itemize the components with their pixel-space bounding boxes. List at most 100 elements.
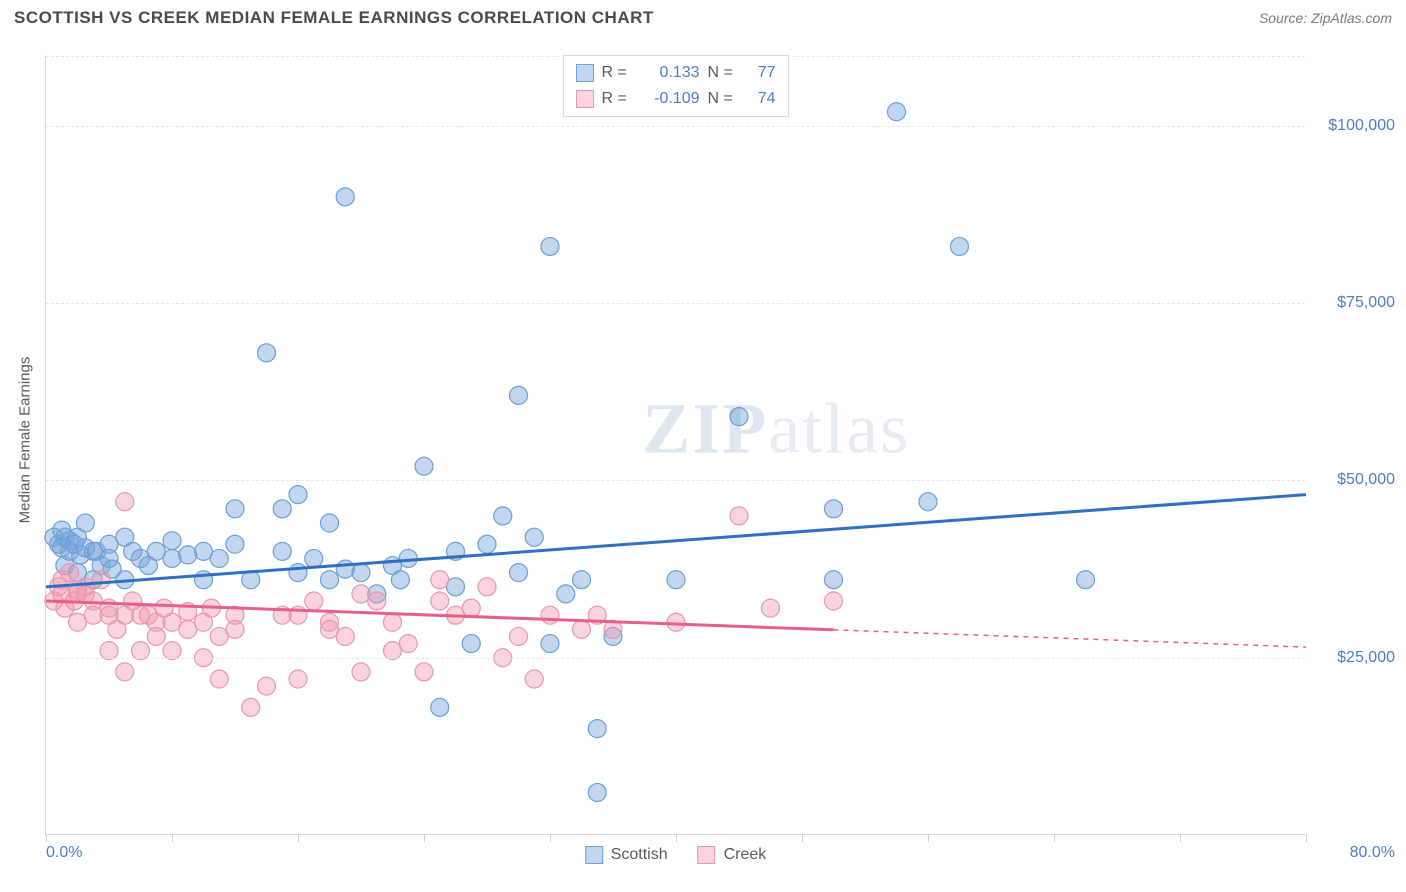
data-point <box>226 535 244 553</box>
source-label: Source: ZipAtlas.com <box>1259 10 1392 26</box>
data-point <box>667 613 685 631</box>
data-point <box>573 571 591 589</box>
data-point <box>226 500 244 518</box>
y-axis-title: Median Female Earnings <box>17 357 34 524</box>
data-point <box>289 486 307 504</box>
n-label-1: N = <box>708 86 738 112</box>
data-point <box>510 564 528 582</box>
data-point <box>273 542 291 560</box>
data-point <box>321 571 339 589</box>
data-point <box>888 103 906 121</box>
data-point <box>541 635 559 653</box>
data-point <box>510 386 528 404</box>
x-tick <box>298 834 299 842</box>
data-point <box>116 493 134 511</box>
x-axis-max-label: 80.0% <box>1350 844 1395 862</box>
x-tick <box>424 834 425 842</box>
data-point <box>431 698 449 716</box>
legend-stat-row-1: R = -0.109 N = 74 <box>576 86 776 112</box>
data-point <box>919 493 937 511</box>
data-point <box>92 571 110 589</box>
data-point <box>462 599 480 617</box>
data-point <box>384 613 402 631</box>
x-tick <box>172 834 173 842</box>
x-tick <box>46 834 47 842</box>
legend-bottom: Scottish Creek <box>585 846 767 864</box>
data-point <box>179 546 197 564</box>
data-point <box>258 344 276 362</box>
data-point <box>510 627 528 645</box>
legend-bottom-label-0: Scottish <box>611 846 668 864</box>
legend-bottom-swatch-1 <box>698 846 716 864</box>
data-point <box>730 408 748 426</box>
data-point <box>951 237 969 255</box>
data-point <box>762 599 780 617</box>
data-point <box>825 592 843 610</box>
gridline <box>46 303 1305 304</box>
n-value-1: 74 <box>746 86 776 112</box>
x-tick <box>550 834 551 842</box>
gridline <box>46 126 1305 127</box>
data-point <box>352 663 370 681</box>
data-point <box>147 627 165 645</box>
data-point <box>525 670 543 688</box>
data-point <box>273 500 291 518</box>
data-point <box>210 549 228 567</box>
data-point <box>336 560 354 578</box>
x-tick <box>1306 834 1307 842</box>
data-point <box>462 635 480 653</box>
data-point <box>525 528 543 546</box>
data-point <box>289 564 307 582</box>
data-point <box>1077 571 1095 589</box>
data-point <box>336 627 354 645</box>
data-point <box>573 620 591 638</box>
legend-item-1: Creek <box>698 846 767 864</box>
data-point <box>305 592 323 610</box>
data-point <box>61 564 79 582</box>
y-tick-label: $75,000 <box>1315 294 1395 312</box>
x-tick <box>1054 834 1055 842</box>
legend-bottom-swatch-0 <box>585 846 603 864</box>
data-point <box>588 720 606 738</box>
data-point <box>494 507 512 525</box>
data-point <box>352 564 370 582</box>
data-point <box>76 514 94 532</box>
data-point <box>541 606 559 624</box>
data-point <box>391 571 409 589</box>
data-point <box>289 670 307 688</box>
data-point <box>541 237 559 255</box>
trend-line-dashed <box>834 630 1307 647</box>
r-value-0: 0.133 <box>640 60 700 86</box>
r-label-1: R = <box>602 86 632 112</box>
data-point <box>825 500 843 518</box>
y-tick-label: $25,000 <box>1315 649 1395 667</box>
y-tick-label: $100,000 <box>1315 117 1395 135</box>
data-point <box>667 571 685 589</box>
data-point <box>730 507 748 525</box>
data-point <box>415 663 433 681</box>
data-point <box>163 532 181 550</box>
r-value-1: -0.109 <box>640 86 700 112</box>
data-point <box>305 549 323 567</box>
data-point <box>368 592 386 610</box>
data-point <box>242 698 260 716</box>
legend-stat-row-0: R = 0.133 N = 77 <box>576 60 776 86</box>
data-point <box>336 188 354 206</box>
legend-item-0: Scottish <box>585 846 668 864</box>
gridline <box>46 658 1305 659</box>
y-tick-label: $50,000 <box>1315 471 1395 489</box>
x-axis-min-label: 0.0% <box>46 844 82 862</box>
legend-swatch-1 <box>576 90 594 108</box>
data-point <box>588 783 606 801</box>
gridline <box>46 480 1305 481</box>
legend-swatch-0 <box>576 64 594 82</box>
data-point <box>321 514 339 532</box>
plot-area: ZIPatlas R = 0.133 N = 77 R = -0.109 N =… <box>45 55 1305 835</box>
legend-bottom-label-1: Creek <box>724 846 767 864</box>
data-point <box>478 578 496 596</box>
data-point <box>163 549 181 567</box>
data-point <box>415 457 433 475</box>
x-tick <box>928 834 929 842</box>
data-point <box>825 571 843 589</box>
legend-stats: R = 0.133 N = 77 R = -0.109 N = 74 <box>563 55 789 117</box>
